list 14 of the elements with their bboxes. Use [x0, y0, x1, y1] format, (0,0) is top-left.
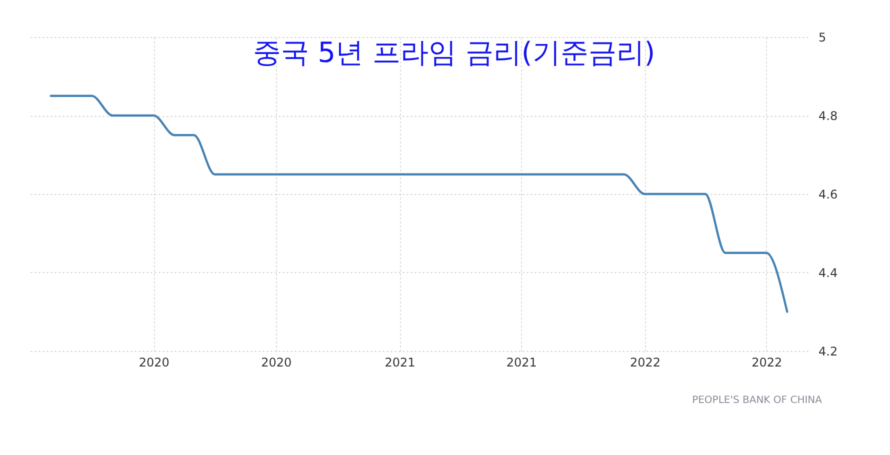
- text: PEOPLE'S BANK OF CHINA: [692, 395, 822, 406]
- y-tick-label: 4.6: [818, 188, 838, 202]
- y-tick-label: 4.8: [818, 109, 838, 123]
- y-tick-label: 4.2: [818, 344, 838, 358]
- x-tick-label: 2020: [138, 356, 170, 370]
- x-tick-label: 2020: [261, 356, 292, 370]
- x-tick-label: 2021: [506, 356, 537, 370]
- line-series: [50, 94, 788, 313]
- y-tick-label: 5: [818, 30, 826, 44]
- y-tick-label: 4.4: [818, 266, 838, 280]
- chart-title: 중국 5년 프라임 금리(기준금리): [252, 36, 656, 69]
- x-tick-label: 2022: [752, 356, 782, 370]
- x-tick-label: 2021: [384, 356, 416, 370]
- x-tick-label: 2022: [630, 356, 661, 370]
